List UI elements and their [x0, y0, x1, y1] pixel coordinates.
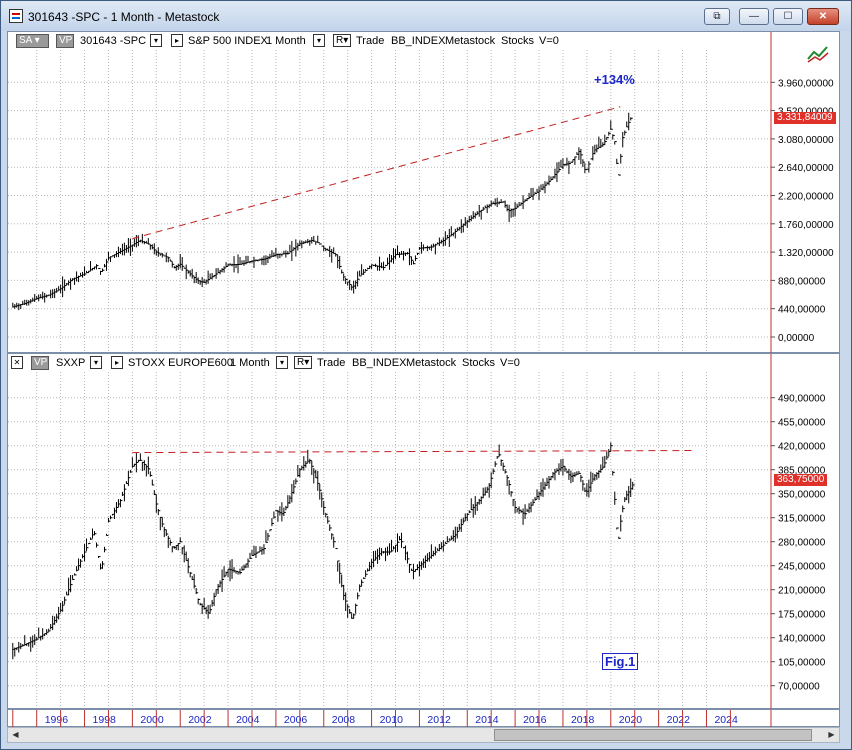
sx-tick-label: 385,00000: [778, 466, 826, 477]
security-name-bottom: STOXX EUROPE600: [128, 357, 233, 369]
year-label: 1996: [45, 714, 69, 726]
sp500-last-price-tag: 3.331,84009: [774, 112, 836, 124]
sp500-chart-header: SA ▾ VP 301643 -SPC ▾ ▸ S&P 500 INDEX 1 …: [8, 32, 768, 50]
sp-tick-label: 2.640,00000: [778, 163, 834, 174]
sp-tick-label: 880,00000: [778, 276, 826, 287]
year-label: 2012: [427, 714, 451, 726]
stoxx600-last-price-tag: 363,75000: [774, 474, 828, 486]
name-dropdown-icon-bottom[interactable]: ▸: [111, 356, 123, 369]
sa-label: SA: [19, 35, 32, 46]
volume-label: V=0: [539, 35, 559, 47]
sp-tick-label: 2.200,00000: [778, 191, 834, 202]
r-dropdown-bottom[interactable]: R▾: [294, 356, 313, 369]
security-name: S&P 500 INDEX: [188, 35, 268, 47]
sp-tick-label: 3.080,00000: [778, 135, 834, 146]
year-label: 2006: [284, 714, 308, 726]
period-label-bottom: 1 Month: [230, 357, 270, 369]
trade-label-bottom: Trade: [317, 357, 346, 369]
app-icon: [9, 9, 23, 23]
sx-tick-label: 210,00000: [778, 586, 826, 597]
source-label-bottom: Metastock: [406, 357, 457, 369]
figure-label: Fig.1: [602, 653, 639, 670]
maximize-button[interactable]: ☐: [773, 8, 803, 25]
trend-chart-icon[interactable]: [806, 43, 830, 63]
sx-tick-label: 280,00000: [778, 538, 826, 549]
horizontal-scrollbar[interactable]: ◀ ▶: [7, 727, 840, 743]
date-axis: 1996 1998 2000 2002 2004 2006 2008 2010 2012 2014…: [7, 709, 840, 728]
type-label: Stocks: [501, 35, 535, 47]
sx-tick-label: 245,00000: [778, 562, 826, 573]
period-label: 1 Month: [266, 35, 306, 47]
sp500-chart: 0,00000 440,00000 880,00000 1.320,00000 1.76…: [8, 32, 834, 354]
year-label: 2022: [667, 714, 691, 726]
sa-dropdown[interactable]: SA ▾: [16, 34, 49, 48]
vp-toggle[interactable]: VP: [56, 34, 74, 48]
close-pane-icon[interactable]: ✕: [11, 356, 23, 369]
title-bar[interactable]: 301643 -SPC - 1 Month - Metastock ⧉ — ☐ …: [1, 1, 851, 31]
stoxx600-chart-pane[interactable]: 70,00000 105,00000 140,00000 175,00000 210,0…: [7, 353, 840, 710]
year-label: 2020: [619, 714, 643, 726]
period-dropdown-icon-bottom[interactable]: ▾: [276, 356, 288, 369]
sx-trendline: [132, 450, 695, 454]
year-label: 2008: [332, 714, 356, 726]
source-label: Metastock: [445, 35, 496, 47]
percent-annotation: +134%: [594, 72, 635, 87]
year-label: 2002: [188, 714, 212, 726]
sx-tick-label: 70,00000: [778, 682, 820, 693]
name-dropdown-icon[interactable]: ▸: [171, 34, 183, 47]
trade-label: Trade: [356, 35, 385, 47]
sx-tick-label: 175,00000: [778, 610, 826, 621]
period-dropdown-icon[interactable]: ▾: [313, 34, 325, 47]
symbol-dropdown-icon-bottom[interactable]: ▾: [90, 356, 102, 369]
symbol-label: 301643 -SPC: [80, 35, 147, 47]
sp-tick-label: 440,00000: [778, 305, 826, 316]
stoxx600-chart-header: ✕ VP SXXP ▾ ▸ STOXX EUROPE600 1 Month ▾ …: [8, 354, 768, 372]
sp500-chart-pane[interactable]: 0,00000 440,00000 880,00000 1.320,00000 1.76…: [7, 31, 840, 354]
volume-label-bottom: V=0: [500, 357, 520, 369]
scroll-right-icon[interactable]: ▶: [828, 730, 835, 739]
index-label: BB_INDEX: [391, 35, 446, 47]
year-label: 2010: [380, 714, 404, 726]
stoxx600-chart: 70,00000 105,00000 140,00000 175,00000 210,0…: [8, 354, 826, 710]
r-label-bottom: R: [297, 357, 305, 368]
year-label: 2016: [523, 714, 547, 726]
sx-tick-label: 455,00000: [778, 418, 826, 429]
sp-trendline: [132, 106, 621, 240]
year-label: 2000: [140, 714, 164, 726]
year-label: 2004: [236, 714, 260, 726]
r-dropdown[interactable]: R▾: [333, 34, 352, 47]
minimize-button[interactable]: —: [739, 8, 769, 25]
symbol-label-bottom: SXXP: [56, 357, 86, 369]
year-label: 1998: [93, 714, 117, 726]
window-title: 301643 -SPC - 1 Month - Metastock: [28, 10, 220, 24]
sx-tick-label: 350,00000: [778, 490, 826, 501]
scroll-left-icon[interactable]: ◀: [12, 730, 19, 739]
year-label: 2024: [714, 714, 738, 726]
date-axis-svg: 1996 1998 2000 2002 2004 2006 2008 2010 2012 2014…: [12, 710, 772, 728]
symbol-dropdown-icon[interactable]: ▾: [150, 34, 162, 47]
year-label: 2018: [571, 714, 595, 726]
sp-tick-label: 1.320,00000: [778, 248, 834, 259]
r-label: R: [336, 35, 344, 46]
sx-tick-label: 140,00000: [778, 634, 826, 645]
scrollbar-thumb[interactable]: [494, 729, 812, 741]
sp-tick-label: 1.760,00000: [778, 220, 834, 231]
sp-tick-label: 0,00000: [778, 333, 815, 344]
type-label-bottom: Stocks: [462, 357, 496, 369]
sp-tick-label: 3.960,00000: [778, 78, 834, 89]
year-label: 2014: [475, 714, 499, 726]
sx-tick-label: 420,00000: [778, 442, 826, 453]
sx-tick-label: 105,00000: [778, 658, 826, 669]
sx-tick-label: 315,00000: [778, 514, 826, 525]
close-button[interactable]: ✕: [807, 8, 839, 25]
restore-button[interactable]: ⧉: [704, 8, 730, 25]
vp-toggle-bottom[interactable]: VP: [31, 356, 49, 370]
sx-tick-label: 490,00000: [778, 394, 826, 405]
index-label-bottom: BB_INDEX: [352, 357, 407, 369]
